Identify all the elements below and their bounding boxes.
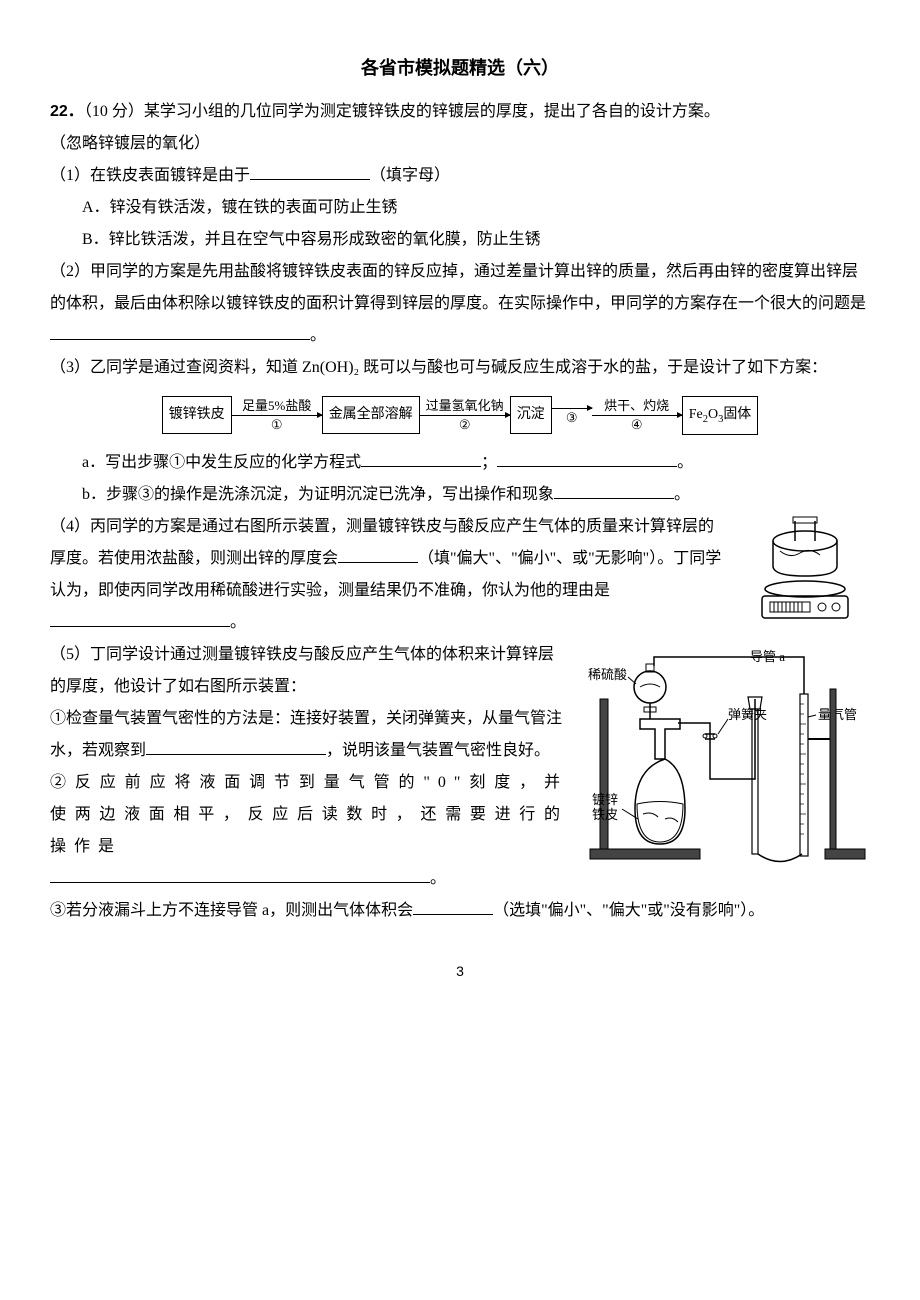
blank — [413, 898, 493, 915]
part2-tail: 。 — [310, 327, 326, 344]
part5-s3b: （选填"偏小"、"偏大"或"没有影响"）。 — [493, 902, 764, 919]
page-title: 各省市模拟题精选（六） — [50, 50, 870, 86]
intro-note: （忽略锌镀层的氧化） — [50, 128, 870, 160]
part3-b-tail: 。 — [674, 486, 690, 503]
part1-tail: （填字母） — [370, 167, 450, 184]
flow-arrow-3: ③ — [552, 406, 592, 425]
blank — [497, 450, 677, 467]
points: （10 分） — [84, 103, 144, 120]
part4-tail-b: 。 — [230, 614, 246, 631]
blank — [338, 546, 418, 563]
blank — [361, 450, 481, 467]
flow-arrow-bot: ④ — [631, 418, 643, 432]
blank — [554, 482, 674, 499]
blank — [50, 323, 310, 340]
part5-s1b: ，说明该量气装置气密性良好。 — [326, 742, 550, 759]
flowchart: 镀锌铁皮 足量5%盐酸 ① 金属全部溶解 过量氢氧化钠 ② 沉淀 ③ 烘干、灼烧… — [50, 396, 870, 435]
flow-arrow-bot: ③ — [566, 411, 578, 425]
flow-box-1: 镀锌铁皮 — [162, 396, 232, 434]
arrow-line-icon — [592, 415, 682, 416]
flow-box-2: 金属全部溶解 — [322, 396, 420, 434]
question-number: 22． — [50, 103, 84, 120]
flow-box-4: Fe2O3固体 — [682, 396, 759, 435]
flow-arrow-4: 烘干、灼烧 ④ — [592, 399, 682, 433]
flow-box-3: 沉淀 — [510, 396, 552, 434]
part3-a-text: a．写出步骤①中发生反应的化学方程式 — [82, 454, 361, 471]
flow-arrow-bot: ② — [459, 418, 471, 432]
flow-box-4-text: Fe2O3固体 — [689, 407, 752, 422]
label-clamp: 弹簧夹 — [728, 707, 767, 722]
arrow-line-icon — [420, 415, 510, 416]
option-a: A．锌没有铁活泼，镀在铁的表面可防止生锈 — [82, 192, 870, 224]
part3-b-text: b．步骤③的操作是洗涤沉淀，为证明沉淀已洗净，写出操作和现象 — [82, 486, 554, 503]
blank — [50, 610, 230, 627]
flow-arrow-2: 过量氢氧化钠 ② — [420, 399, 510, 433]
part-1: （1）在铁皮表面镀锌是由于 （填字母） — [50, 160, 870, 192]
label-acid: 稀硫酸 — [588, 667, 627, 682]
part3-b: b．步骤③的操作是洗涤沉淀，为证明沉淀已洗净，写出操作和现象 。 — [82, 479, 870, 511]
blank — [50, 866, 430, 883]
part2-text: （2）甲同学的方案是先用盐酸将镀锌铁皮表面的锌反应掉，通过差量计算出锌的质量，然… — [50, 263, 866, 312]
label-gas-tube: 量气管 — [818, 707, 857, 722]
flow-arrow-1: 足量5%盐酸 ① — [232, 399, 322, 433]
part5-s2b: 。 — [430, 870, 446, 887]
part5-s3: ③若分液漏斗上方不连接导管 a，则测出气体体积会 （选填"偏小"、"偏大"或"没有… — [50, 895, 870, 927]
part5-s2a: ②反应前应将液面调节到量气管的"0"刻度，并使两边液面相平，反应后读数时，还需要… — [50, 774, 568, 855]
sep: ； — [481, 454, 497, 471]
flow-arrow-top: 过量氢氧化钠 — [426, 399, 504, 413]
intro-text: 某学习小组的几位同学为测定镀锌铁皮的锌镀层的厚度，提出了各自的设计方案。 — [144, 103, 720, 120]
flow-arrow-top: 烘干、灼烧 — [604, 399, 669, 413]
part-2: （2）甲同学的方案是先用盐酸将镀锌铁皮表面的锌反应掉，通过差量计算出锌的质量，然… — [50, 256, 870, 352]
arrow-line-icon — [552, 408, 592, 409]
apparatus-icon: 镀锌 铁皮 稀硫酸 导管 a 弹簧夹 — [580, 639, 870, 869]
blank — [146, 738, 326, 755]
arrow-line-icon — [232, 415, 322, 416]
balance-icon — [740, 511, 870, 631]
svg-text:铁皮: 铁皮 — [592, 807, 618, 822]
part3-a: a．写出步骤①中发生反应的化学方程式 ； 。 — [82, 447, 870, 479]
part-3: （3）乙同学是通过查阅资料，知道 Zn(OH)₂ 既可以与酸也可与碱反应生成溶于… — [50, 352, 870, 384]
part1-text: （1）在铁皮表面镀锌是由于 — [50, 167, 250, 184]
flow-arrow-bot: ① — [271, 418, 283, 432]
part5-s3a: ③若分液漏斗上方不连接导管 a，则测出气体体积会 — [50, 902, 413, 919]
balance-figure — [740, 511, 870, 631]
label-plate: 镀锌 — [592, 792, 618, 807]
page-number: 3 — [50, 957, 870, 985]
blank — [250, 163, 370, 180]
option-b: B．锌比铁活泼，并且在空气中容易形成致密的氧化膜，防止生锈 — [82, 224, 870, 256]
flow-arrow-top: 足量5%盐酸 — [242, 399, 311, 413]
question-block: 22．（10 分）某学习小组的几位同学为测定镀锌铁皮的锌镀层的厚度，提出了各自的… — [50, 96, 870, 128]
part3-a-tail: 。 — [677, 454, 693, 471]
apparatus-figure: 镀锌 铁皮 稀硫酸 导管 a 弹簧夹 — [580, 639, 870, 869]
